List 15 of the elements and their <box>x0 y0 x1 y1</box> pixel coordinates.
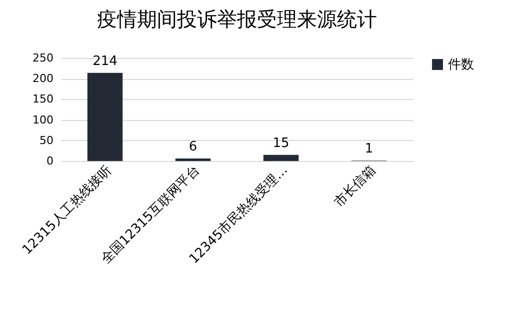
data-label: 1 <box>364 142 374 157</box>
data-label: 15 <box>272 136 290 151</box>
x-tick-label: 市长信箱 <box>332 162 379 210</box>
bar <box>87 72 123 161</box>
bar <box>263 154 299 161</box>
y-tick-label: 100 <box>32 113 54 126</box>
y-tick-label: 150 <box>32 92 54 106</box>
y-tick-label: 250 <box>32 52 54 64</box>
chart-title: 疫情期间投诉举报受理来源统计 <box>97 7 377 31</box>
y-tick-label: 0 <box>46 154 54 168</box>
data-label: 214 <box>92 54 118 69</box>
legend-label: 件数 <box>448 58 474 72</box>
y-tick-label: 200 <box>32 72 54 86</box>
data-label: 6 <box>188 140 198 155</box>
y-tick-label: 50 <box>40 134 54 147</box>
